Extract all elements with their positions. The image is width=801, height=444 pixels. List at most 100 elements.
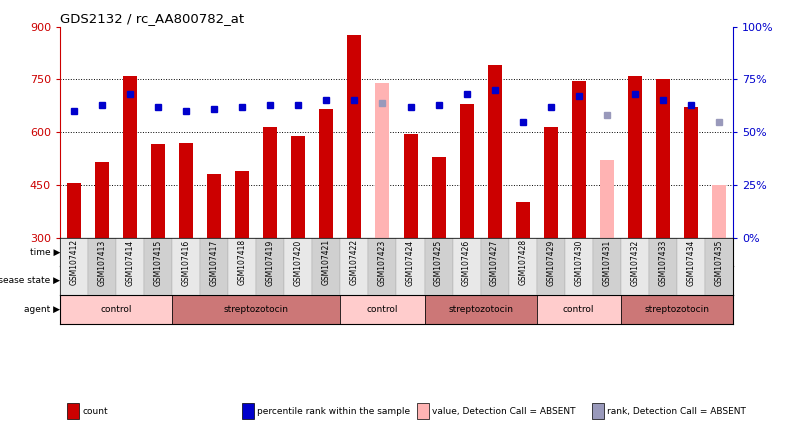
Bar: [151, 144, 165, 238]
Text: control: control: [100, 305, 132, 314]
Text: GSM107413: GSM107413: [98, 239, 107, 285]
Text: diastolic dysfunction: diastolic dysfunction: [433, 276, 528, 285]
Text: GSM107418: GSM107418: [238, 239, 247, 285]
Text: GSM107429: GSM107429: [546, 239, 555, 285]
Text: GSM107412: GSM107412: [70, 239, 78, 285]
Bar: [284, 27, 312, 238]
Bar: [537, 238, 733, 266]
Bar: [320, 109, 333, 238]
Bar: [509, 27, 537, 238]
Bar: [256, 27, 284, 238]
Bar: [200, 27, 228, 238]
Bar: [179, 143, 193, 238]
Text: disease state ▶: disease state ▶: [0, 276, 60, 285]
Text: GSM107426: GSM107426: [462, 239, 471, 285]
Bar: [621, 238, 649, 295]
Bar: [628, 76, 642, 238]
Bar: [144, 238, 172, 295]
Text: GSM107424: GSM107424: [406, 239, 415, 285]
Bar: [481, 238, 509, 295]
Bar: [509, 238, 537, 295]
Text: GSM107430: GSM107430: [574, 239, 583, 285]
Bar: [66, 403, 79, 419]
Text: GDS2132 / rc_AA800782_at: GDS2132 / rc_AA800782_at: [60, 12, 244, 25]
Bar: [88, 27, 116, 238]
Bar: [544, 127, 557, 238]
Bar: [172, 295, 340, 324]
Text: control: control: [367, 305, 398, 314]
Bar: [312, 238, 340, 295]
Bar: [600, 160, 614, 238]
Text: GSM107435: GSM107435: [714, 239, 723, 285]
Bar: [67, 183, 81, 238]
Bar: [621, 27, 649, 238]
Bar: [460, 104, 473, 238]
Text: GSM107425: GSM107425: [434, 239, 443, 285]
Text: GSM107428: GSM107428: [518, 239, 527, 285]
Bar: [95, 162, 109, 238]
Bar: [593, 238, 621, 295]
Bar: [537, 27, 565, 238]
Bar: [376, 83, 389, 238]
Text: rank, Detection Call = ABSENT: rank, Detection Call = ABSENT: [607, 407, 746, 416]
Bar: [200, 238, 228, 295]
Bar: [340, 27, 368, 238]
Bar: [453, 238, 481, 295]
Bar: [60, 295, 172, 324]
Bar: [228, 238, 256, 295]
Bar: [60, 266, 172, 295]
Bar: [256, 238, 284, 295]
Bar: [396, 27, 425, 238]
Text: control: control: [367, 276, 398, 285]
Text: control: control: [100, 276, 132, 285]
Bar: [592, 403, 604, 419]
Bar: [621, 266, 733, 295]
Bar: [144, 27, 172, 238]
Bar: [705, 27, 733, 238]
Text: GSM107415: GSM107415: [154, 239, 163, 285]
Bar: [488, 65, 501, 238]
Bar: [677, 238, 705, 295]
Bar: [453, 27, 481, 238]
Bar: [565, 27, 593, 238]
Text: percentile rank within the sample: percentile rank within the sample: [257, 407, 410, 416]
Text: streptozotocin: streptozotocin: [223, 305, 289, 314]
Text: GSM107416: GSM107416: [182, 239, 191, 285]
Text: GSM107427: GSM107427: [490, 239, 499, 285]
Text: streptozotocin: streptozotocin: [644, 305, 710, 314]
Text: GSM107431: GSM107431: [602, 239, 611, 285]
Bar: [88, 238, 116, 295]
Bar: [656, 79, 670, 238]
Text: GSM107423: GSM107423: [378, 239, 387, 285]
Bar: [340, 295, 425, 324]
Text: GSM107422: GSM107422: [350, 239, 359, 285]
Bar: [396, 238, 425, 295]
Bar: [116, 238, 144, 295]
Bar: [677, 27, 705, 238]
Bar: [172, 266, 340, 295]
Bar: [705, 238, 733, 295]
Text: agent ▶: agent ▶: [24, 305, 60, 314]
Text: baseline: baseline: [237, 276, 276, 285]
Bar: [404, 134, 417, 238]
Bar: [565, 238, 593, 295]
Bar: [593, 27, 621, 238]
Bar: [684, 107, 698, 238]
Bar: [621, 295, 733, 324]
Bar: [425, 238, 453, 295]
Text: GSM107432: GSM107432: [630, 239, 639, 285]
Text: GSM107420: GSM107420: [294, 239, 303, 285]
Text: GSM107434: GSM107434: [686, 239, 695, 285]
Bar: [537, 266, 621, 295]
Bar: [425, 27, 453, 238]
Bar: [649, 27, 677, 238]
Bar: [340, 238, 368, 295]
Bar: [368, 238, 396, 295]
Text: control: control: [563, 305, 594, 314]
Bar: [123, 76, 137, 238]
Bar: [348, 36, 361, 238]
Bar: [417, 403, 429, 419]
Bar: [425, 295, 537, 324]
Bar: [235, 171, 249, 238]
Text: 48 d: 48 d: [625, 247, 645, 257]
